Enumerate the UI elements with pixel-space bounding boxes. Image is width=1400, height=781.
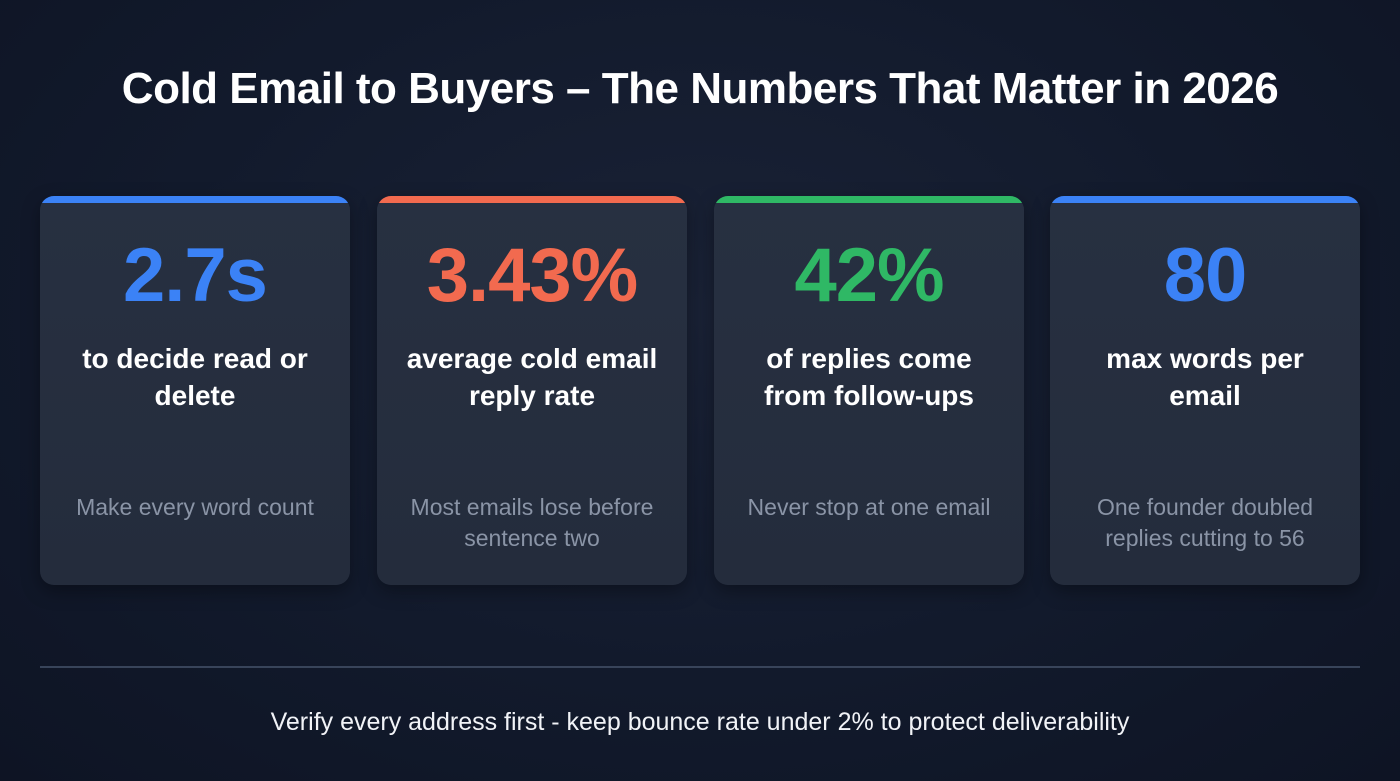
stat-note: Make every word count <box>76 494 314 520</box>
stat-card-reply-rate: 3.43% average cold email reply rate Most… <box>377 196 687 585</box>
accent-bar <box>377 196 687 203</box>
accent-bar <box>40 196 350 203</box>
stat-note: Never stop at one email <box>747 494 991 520</box>
stat-value: 80 <box>1163 233 1248 318</box>
stat-card-max-words: 80 max words per email One founder doubl… <box>1050 196 1360 585</box>
stat-value: 2.7s <box>123 233 268 318</box>
stat-label: average cold email reply rate <box>406 343 658 411</box>
stat-note: One founder doubled replies cutting to 5… <box>1096 494 1314 551</box>
stat-value: 3.43% <box>426 233 639 318</box>
divider <box>40 666 1360 668</box>
stat-value: 42% <box>794 233 944 318</box>
stat-card-follow-ups: 42% of replies come from follow-ups Neve… <box>714 196 1024 585</box>
stat-label: max words per email <box>1106 343 1304 411</box>
page-title: Cold Email to Buyers – The Numbers That … <box>121 64 1279 113</box>
stat-label: of replies come from follow-ups <box>764 343 974 411</box>
accent-bar <box>1050 196 1360 203</box>
stat-label: to decide read or delete <box>82 343 308 411</box>
accent-bar <box>714 196 1024 203</box>
stat-cards: 2.7s to decide read or delete Make every… <box>40 196 1360 585</box>
stat-note: Most emails lose before sentence two <box>410 494 654 551</box>
footer-tip: Verify every address first - keep bounce… <box>270 708 1130 736</box>
stat-card-read-time: 2.7s to decide read or delete Make every… <box>40 196 350 585</box>
